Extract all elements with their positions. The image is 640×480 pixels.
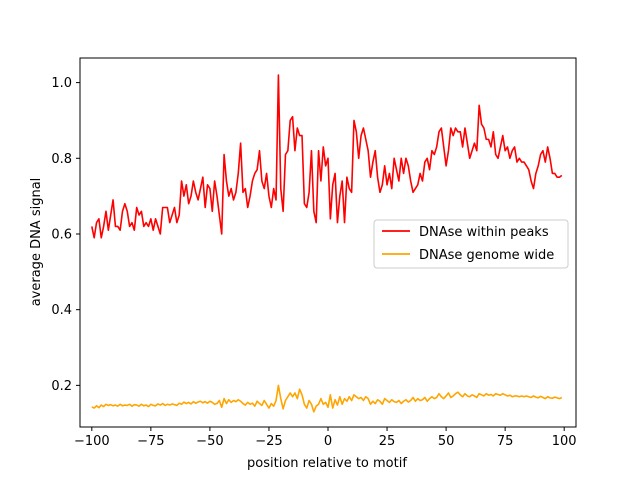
- legend-label-within-peaks: DNAse within peaks: [419, 225, 549, 240]
- y-tick-label: 0.6: [51, 227, 72, 242]
- x-tick-label: 25: [379, 434, 396, 449]
- legend-box: [373, 219, 569, 269]
- y-tick-label: 1.0: [51, 76, 72, 91]
- x-tick-label: −75: [137, 434, 164, 449]
- y-axis-label: average DNA signal: [29, 178, 44, 307]
- x-tick-label: 75: [497, 434, 514, 449]
- series-line-within-peaks: [91, 74, 563, 239]
- x-tick-label: 0: [324, 434, 332, 449]
- y-tick-label: 0.8: [51, 152, 72, 167]
- x-tick-label: 100: [552, 434, 577, 449]
- series-line-genome-wide: [91, 384, 563, 413]
- x-tick-label: −50: [196, 434, 223, 449]
- x-axis-ticks: −100 −75 −50 −25 0 25 50 75 100: [74, 427, 577, 449]
- y-tick-label: 0.4: [51, 303, 72, 318]
- x-axis-label: position relative to motif: [247, 456, 407, 471]
- legend-label-genome-wide: DNAse genome wide: [419, 248, 554, 263]
- x-tick-label: 50: [438, 434, 455, 449]
- x-tick-label: −25: [255, 434, 282, 449]
- legend: DNAse within peaks DNAse genome wide: [373, 219, 569, 269]
- series-layer: [91, 74, 563, 413]
- y-axis-ticks: 0.2 0.4 0.6 0.8 1.0: [51, 76, 80, 394]
- x-tick-label: −100: [74, 434, 110, 449]
- y-tick-label: 0.2: [51, 379, 72, 394]
